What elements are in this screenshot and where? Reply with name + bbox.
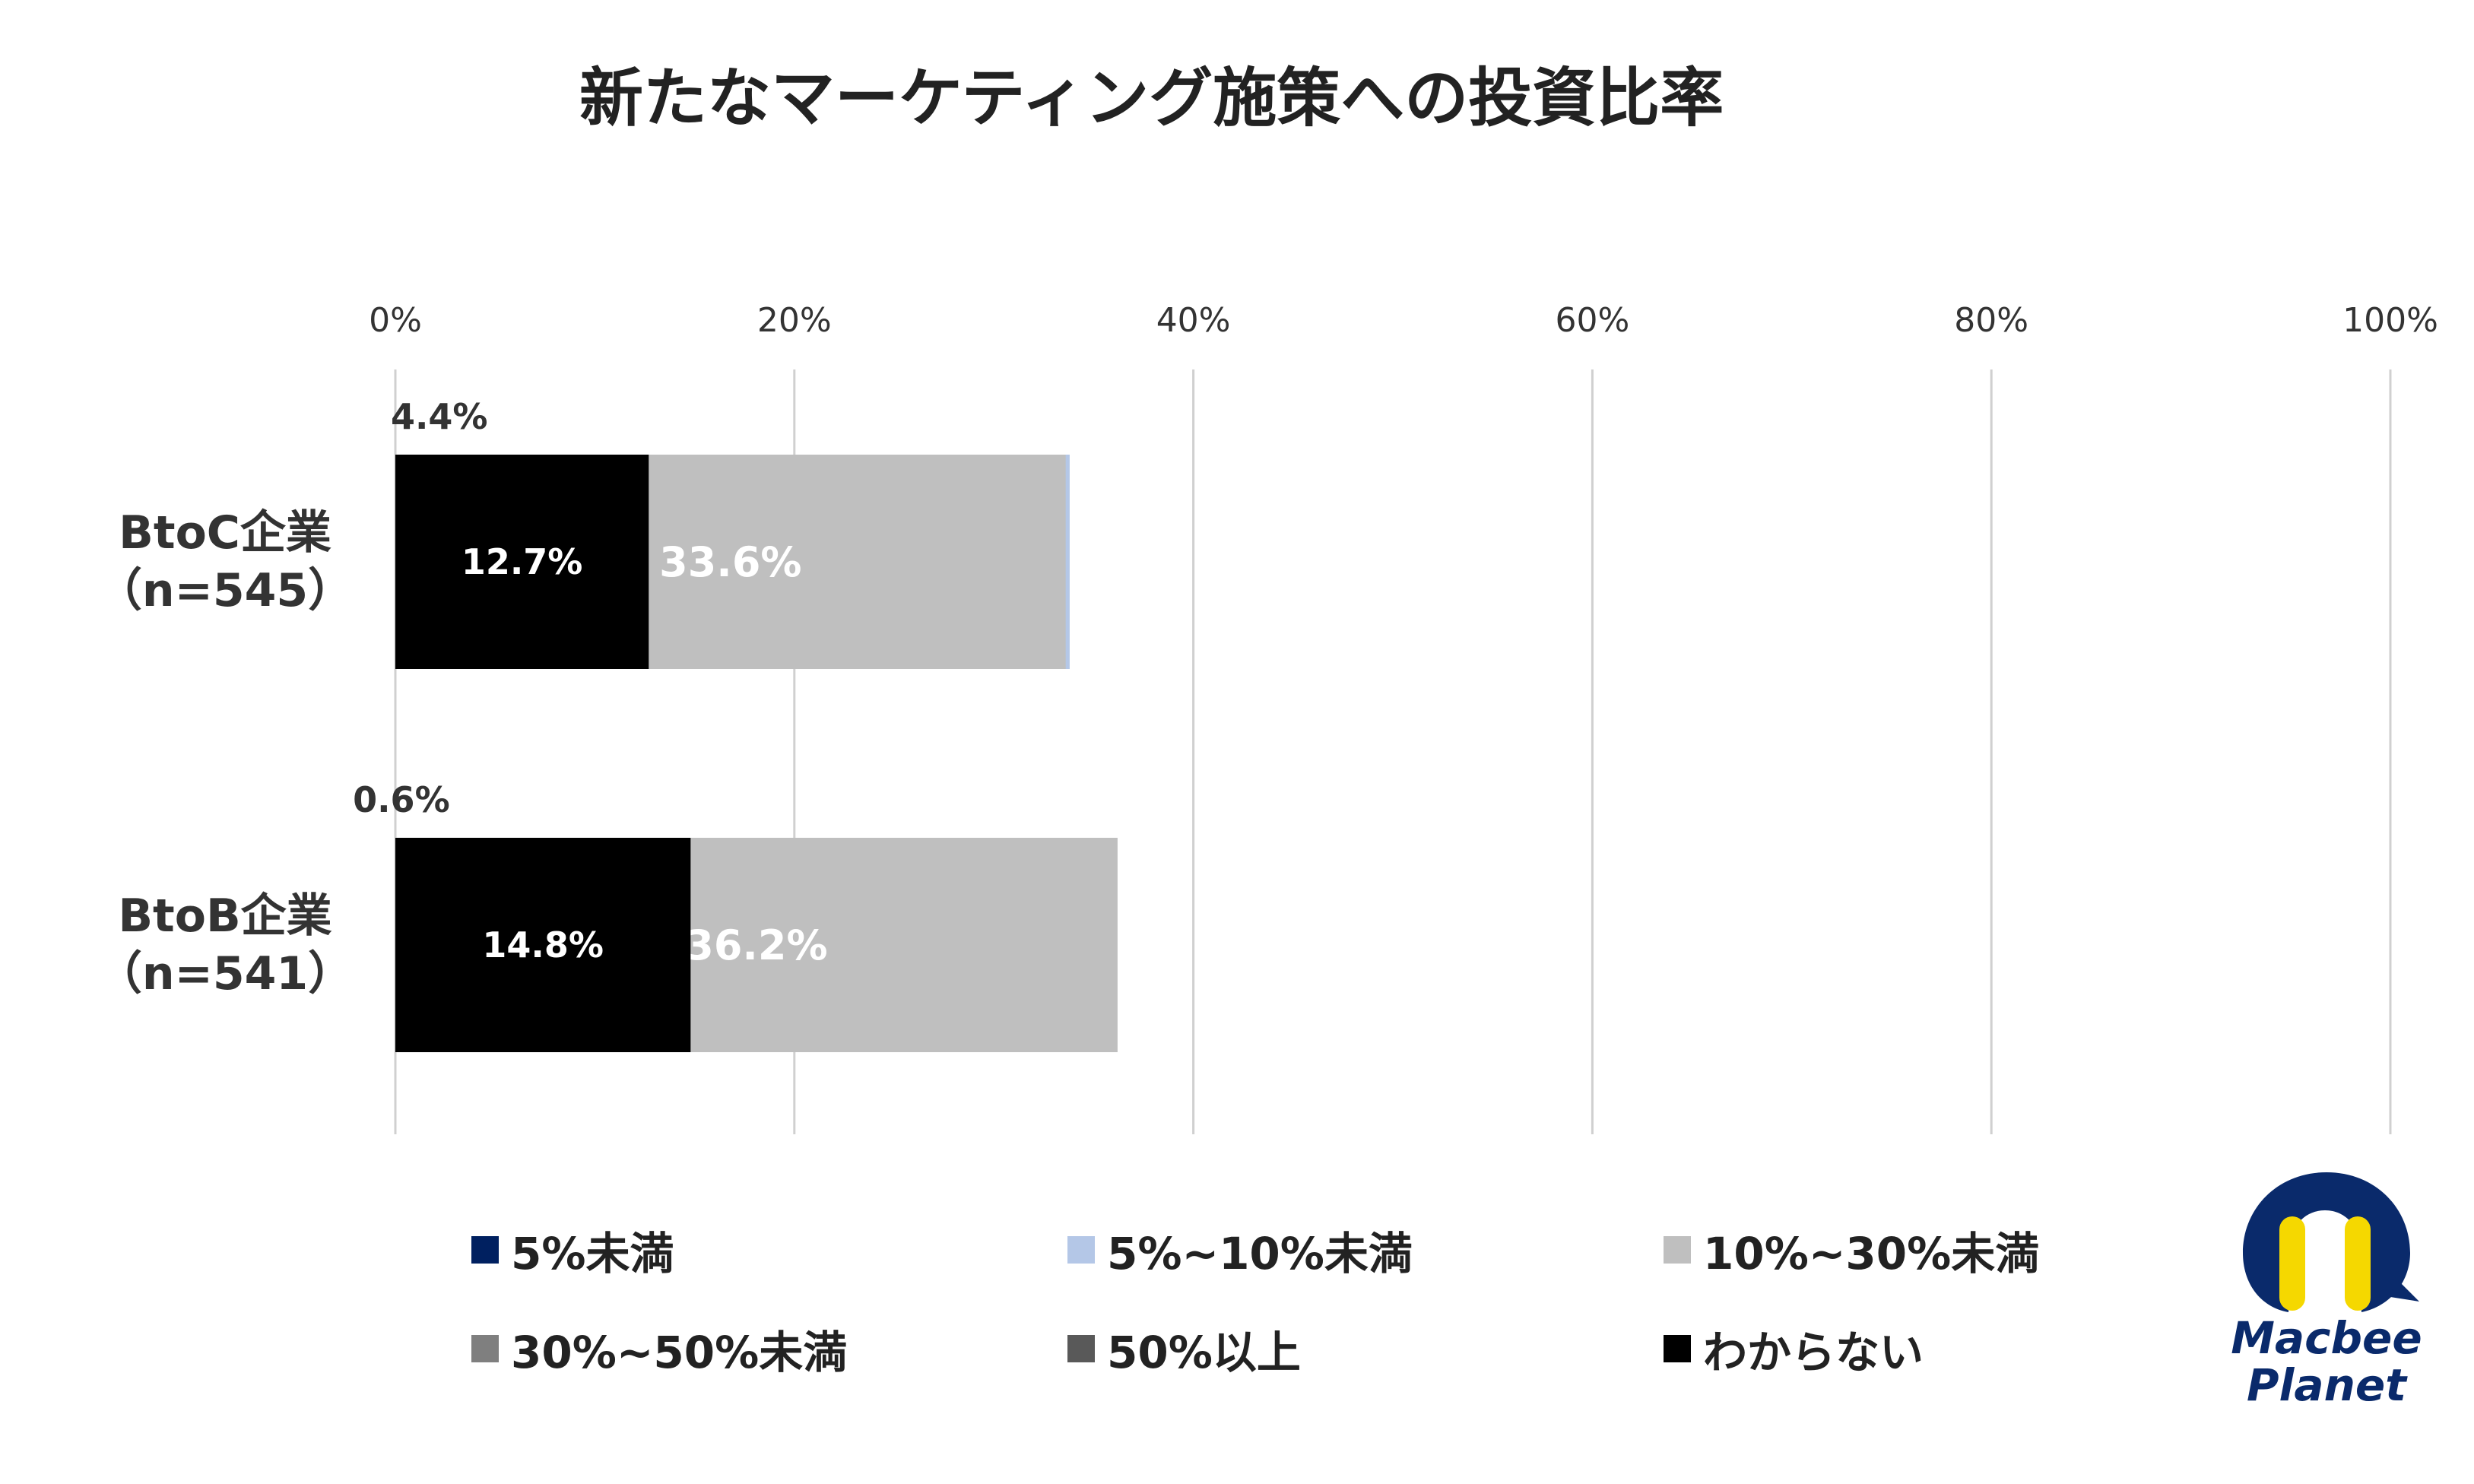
x-tick-label: 100% — [2342, 301, 2438, 340]
macbee-planet-logo: Macbee Planet — [2228, 1163, 2425, 1414]
x-tick-label: 20% — [757, 301, 832, 340]
category-sample-size: （n=545） — [97, 564, 354, 617]
data-label: 0.6% — [353, 779, 450, 820]
legend-label: 5%~10%未満 — [1107, 1228, 1413, 1279]
chart-title-text: 新たなマーケティング施策への投資比率 — [579, 61, 1724, 135]
legend-item: 5%~10%未満 — [1067, 1218, 1413, 1282]
data-label: 33.6% — [659, 538, 801, 586]
bars: 7.0%33.8%33.6%8.6%4.4%12.7%7.9%29.4%36.2… — [353, 396, 1118, 1052]
bar-segment — [395, 455, 649, 669]
x-tick-label: 60% — [1556, 301, 1630, 340]
legend-item: 5%未満 — [471, 1218, 674, 1282]
data-label: 36.2% — [685, 921, 827, 969]
category-label: BtoC企業 — [119, 506, 331, 560]
bar-segment — [395, 838, 691, 1052]
x-axis-ticks: 0% 20% 40% 60% 80% 100% — [369, 301, 2438, 340]
x-tick-label: 80% — [1954, 301, 2028, 340]
x-tick-label: 0% — [369, 301, 422, 340]
category-sample-size: （n=541） — [97, 947, 354, 1000]
legend-label: 5%未満 — [511, 1228, 674, 1279]
legend-swatch — [1067, 1335, 1095, 1362]
legend-swatch — [1664, 1236, 1691, 1264]
legend-label: わからない — [1703, 1327, 1924, 1378]
data-label: 4.4% — [391, 396, 488, 437]
logo-word-1: Macbee — [2231, 1312, 2422, 1364]
legend-item: わからない — [1664, 1317, 1924, 1381]
legend-swatch — [471, 1236, 499, 1264]
x-tick-label: 40% — [1156, 301, 1231, 340]
data-label: 14.8% — [482, 924, 604, 966]
logo-word-2: Planet — [2247, 1359, 2406, 1411]
category-labels: BtoC企業（n=545） BtoB企業（n=541） — [97, 506, 354, 1000]
legend-swatch — [1067, 1236, 1095, 1264]
legend-swatch — [471, 1335, 499, 1362]
data-label: 12.7% — [461, 541, 583, 582]
legend-swatch — [1664, 1335, 1691, 1362]
legend-item: 10%~30%未満 — [1664, 1218, 2039, 1282]
legend-label: 50%以上 — [1107, 1327, 1301, 1378]
legend-item: 30%~50%未満 — [471, 1317, 847, 1381]
category-label: BtoB企業 — [118, 889, 331, 943]
legend-label: 10%~30%未満 — [1703, 1228, 2040, 1279]
legend-item: 50%以上 — [1067, 1317, 1301, 1381]
logo-mark-icon — [2243, 1172, 2419, 1312]
legend-label: 30%~50%未満 — [511, 1327, 848, 1378]
